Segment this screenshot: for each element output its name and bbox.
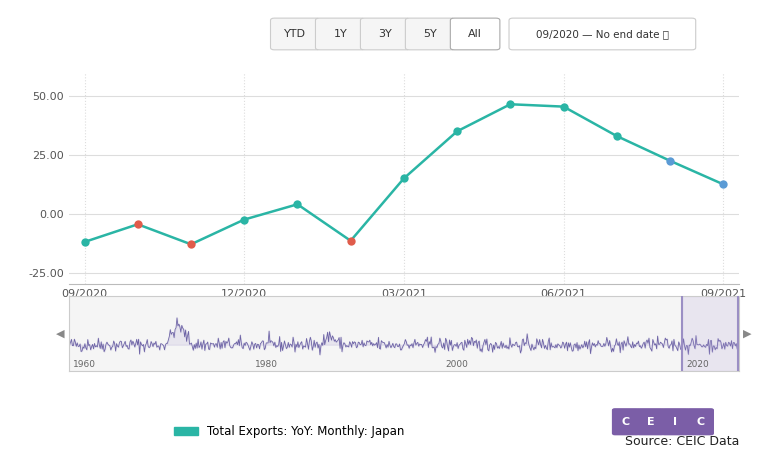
Text: YTD: YTD	[284, 29, 306, 39]
Text: 09/2020 — No end date 📅: 09/2020 — No end date 📅	[536, 29, 669, 39]
Text: 2020: 2020	[687, 360, 709, 369]
Text: ◀: ◀	[56, 328, 65, 339]
Text: 1Y: 1Y	[333, 29, 347, 39]
Text: All: All	[468, 29, 482, 39]
Text: 5Y: 5Y	[423, 29, 437, 39]
Text: C: C	[622, 417, 630, 427]
Text: C: C	[696, 417, 704, 427]
Legend: Total Exports: YoY: Monthly: Japan: Total Exports: YoY: Monthly: Japan	[170, 420, 409, 443]
Text: E: E	[647, 417, 655, 427]
Text: 3Y: 3Y	[378, 29, 392, 39]
Text: Source: CEIC Data: Source: CEIC Data	[625, 435, 739, 448]
Text: 1980: 1980	[255, 360, 278, 369]
Text: I: I	[674, 417, 677, 427]
Text: 1960: 1960	[73, 360, 96, 369]
Text: ▶: ▶	[743, 328, 751, 339]
Text: 2000: 2000	[445, 360, 468, 369]
Bar	[682, 296, 739, 371]
